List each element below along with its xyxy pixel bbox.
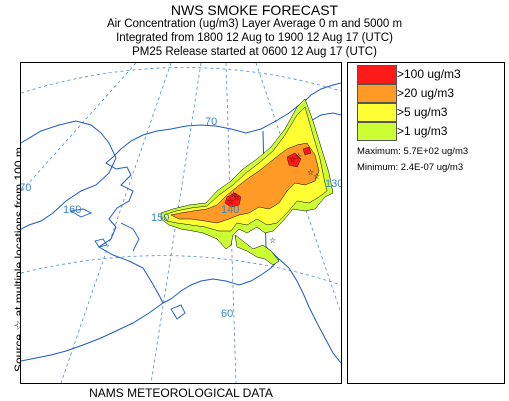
lat-label-60: 60 [221, 308, 233, 320]
concentration-legend: >100 ug/m3 >20 ug/m3 >5 ug/m3 >1 ug/m3 M… [347, 62, 505, 384]
kodiak-island [170, 304, 186, 320]
source-marker-5: ☆ [295, 152, 302, 161]
lon-label-150: 150 [151, 212, 169, 224]
source-marker-8: ☆ [269, 236, 276, 245]
smoke-plume-level-20 [170, 142, 320, 224]
smoke-plume-level-1-tail [234, 234, 280, 266]
legend-item-20: >20 ug/m3 [357, 84, 497, 103]
meridian-line-160 [60, 63, 172, 383]
source-marker-7: ☆ [313, 172, 320, 181]
legend-label-5: >5 ug/m3 [397, 105, 448, 119]
data-source-footer: NAMS METEOROLOGICAL DATA [89, 386, 273, 400]
legend-swatch-100 [357, 65, 397, 84]
lat-label-70: 70 [205, 116, 217, 128]
bristol-bay-coastline [120, 222, 140, 252]
arctic-islands-coastline [302, 82, 341, 122]
subtitle-integration-period: Integrated from 1800 12 Aug to 1900 12 A… [116, 32, 393, 44]
lon-label-130: 130 [325, 178, 341, 190]
legend-swatch-20 [357, 84, 397, 103]
source-marker-1: ☆ [227, 197, 234, 206]
meridian-line-170 [21, 63, 137, 193]
lon-label-140: 140 [221, 204, 239, 216]
latitude-line-60 [21, 255, 341, 286]
legend-label-20: >20 ug/m3 [397, 86, 455, 100]
legend-label-1: >1 ug/m3 [397, 124, 448, 138]
legend-swatch-5 [357, 103, 397, 122]
meridian-line-140 [225, 63, 237, 383]
st-lawrence-island [69, 208, 93, 218]
canada-coastline [278, 258, 341, 364]
legend-label-100: >100 ug/m3 [397, 67, 461, 81]
chukotka-coastline [21, 120, 117, 230]
smoke-plume-level-100-west [224, 192, 242, 208]
legend-item-100: >100 ug/m3 [357, 65, 497, 84]
latitude-line-70 [21, 67, 341, 94]
source-marker-3: ☆ [230, 190, 237, 199]
smoke-plume-level-100-north [302, 146, 312, 156]
subtitle-release-start: PM25 Release started at 0600 12 Aug 17 (… [132, 46, 377, 58]
legend-swatch-1 [357, 122, 397, 141]
lon-label-170: 170 [21, 182, 31, 194]
map-canvas: ☆ ☆ ☆ ☆ ☆ ☆ ☆ ☆ 170 160 150 140 130 70 6… [21, 63, 341, 383]
source-markers: ☆ ☆ ☆ ☆ ☆ ☆ ☆ ☆ [227, 152, 320, 245]
subtitle-concentration: Air Concentration (ug/m3) Layer Average … [106, 18, 403, 30]
min-concentration: Minimum: 2.4E-07 ug/m3 [357, 162, 464, 173]
source-marker-2: ☆ [233, 193, 240, 202]
smoke-map: ☆ ☆ ☆ ☆ ☆ ☆ ☆ ☆ 170 160 150 140 130 70 6… [20, 62, 342, 384]
smoke-plume-level-5 [163, 106, 328, 232]
smoke-plume-level-100-east [286, 152, 302, 168]
legend-item-5: >5 ug/m3 [357, 103, 497, 122]
nunivak-island [94, 238, 108, 248]
max-concentration: Maximum: 5.7E+02 ug/m3 [357, 146, 469, 157]
source-marker-6: ☆ [307, 168, 314, 177]
legend-item-1: >1 ug/m3 [357, 122, 497, 141]
forecast-title: NWS SMOKE FORECAST [170, 2, 339, 18]
source-marker-4: ☆ [289, 155, 296, 164]
lon-label-160: 160 [63, 204, 81, 216]
alaska-coastline [21, 102, 304, 362]
